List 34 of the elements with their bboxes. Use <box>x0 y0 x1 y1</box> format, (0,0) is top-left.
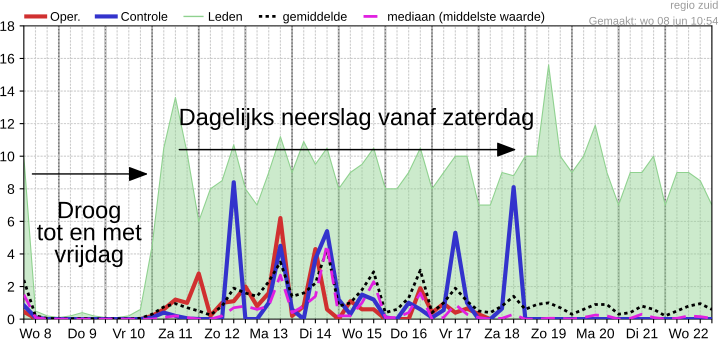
y-tick-label: 0 <box>8 314 14 324</box>
y-tick-label: 6 <box>8 216 14 227</box>
y-tick-label: 10 <box>0 152 14 162</box>
x-tick-label: Za 18 <box>484 328 520 338</box>
annotation: Dagelijks neerslag vanaf zaterdag <box>180 108 533 130</box>
legend-label: Controle <box>121 12 168 21</box>
text: regio zuid <box>670 0 718 12</box>
legend-label: mediaan (middelste waarde) <box>388 12 544 24</box>
y-tick-label: 14 <box>0 86 14 96</box>
y-tick-label: 18 <box>0 21 14 32</box>
x-tick-label: Vr 10 <box>112 328 145 338</box>
x-tick-label: Do 9 <box>68 328 96 338</box>
x-tick-label: Do 16 <box>391 328 427 338</box>
x-tick-label: Wo 8 <box>19 328 51 338</box>
x-tick-label: Za 11 <box>158 328 192 338</box>
x-tick-label: Ma 13 <box>250 328 288 338</box>
annotation: Gemaakt: wo 08 jun 10:54 <box>589 16 718 27</box>
y-tick-label: 16 <box>0 54 14 64</box>
x-tick-label: Di 14 <box>300 328 332 338</box>
y-tick-label: 8 <box>8 184 14 194</box>
y-tick-label: 12 <box>0 118 14 129</box>
legend-label: Leden <box>208 12 242 21</box>
x-tick-label: Vr 17 <box>439 328 471 338</box>
x-tick-label: Wo 15 <box>342 328 382 338</box>
legend-label: gemiddelde <box>283 12 347 24</box>
annotation: Droog tot en met vrijdag <box>37 202 142 268</box>
x-tick-label: Zo 19 <box>531 328 566 338</box>
x-tick-label: Zo 12 <box>204 328 240 338</box>
legend-label: Oper. <box>50 12 80 24</box>
y-tick-label: 2 <box>8 282 14 292</box>
x-tick-label: Ma 20 <box>577 328 614 338</box>
x-tick-label: Di 21 <box>626 328 658 338</box>
y-tick-label: 4 <box>7 249 14 259</box>
x-tick-label: Wo 22 <box>668 328 708 338</box>
